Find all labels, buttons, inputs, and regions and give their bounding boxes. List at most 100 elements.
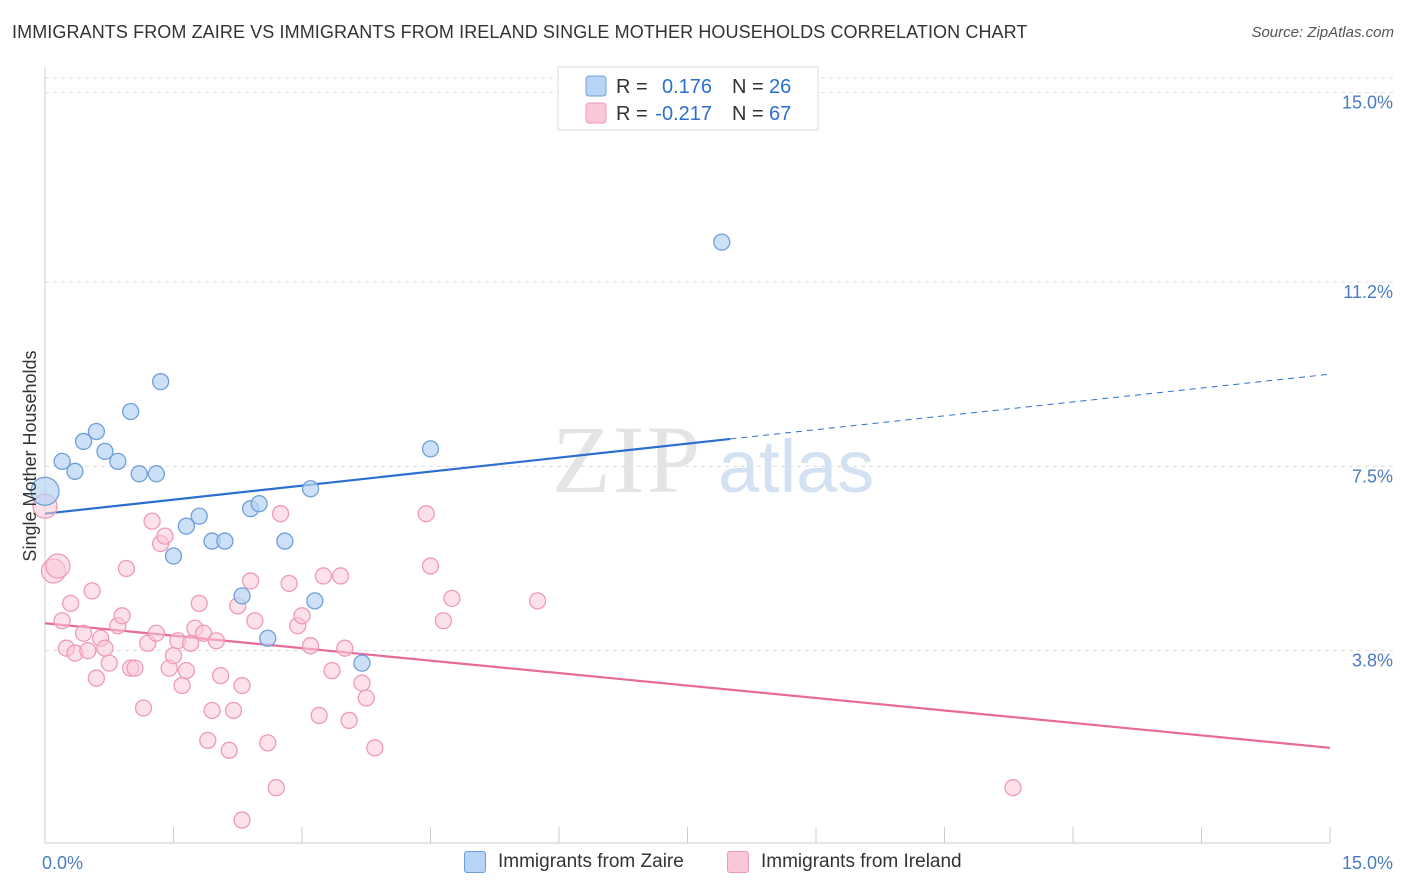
axes [44,67,1331,844]
point-zaire [259,629,277,647]
point-zaire [190,507,208,525]
y-tick-label: 3.8% [1352,651,1393,671]
point-ireland [156,527,174,545]
legend-n-value-ireland: 67 [769,103,791,125]
point-zaire [87,422,106,441]
point-ireland [366,739,384,757]
point-zaire [96,442,114,461]
point-ireland [211,666,230,685]
point-ireland [314,567,333,585]
point-ireland [246,612,264,630]
y-tick-labels: 3.8% 7.5% 11.2% 15.0% [1342,93,1393,671]
point-ireland [233,811,251,829]
legend-swatch-zaire [585,75,607,97]
point-zaire [53,452,71,471]
trend-lines [44,373,1331,749]
point-ireland [100,654,118,672]
point-ireland [199,731,217,750]
point-ireland [434,612,453,630]
y-axis-label: Single Mother Households [20,350,40,561]
point-zaire [147,465,166,483]
point-zaire [130,465,148,483]
legend-swatch-ireland [585,102,607,124]
watermark: ZIP atlas [552,406,874,513]
point-ireland [301,637,320,655]
point-ireland [293,607,311,625]
point-zaire [276,532,294,550]
point-zaire [122,402,140,421]
y-tick-label: 11.2% [1343,282,1393,302]
point-ireland [62,594,80,612]
point-ireland [224,701,243,720]
chart-source: Source: ZipAtlas.com [1251,24,1394,41]
point-ireland [126,659,144,677]
bottom-legend-ireland: Immigrants from Ireland [727,851,962,873]
point-zaire [306,592,324,610]
point-zaire [250,495,268,513]
point-ireland [310,706,328,725]
point-zaire [74,432,93,451]
point-zaire [301,480,320,498]
point-zaire [713,233,731,251]
bottom-legend-label-ireland: Immigrants from Ireland [761,851,962,872]
point-ireland [194,624,213,642]
legend-r-label-ireland: R = [616,103,648,125]
legend-r-value-zaire: 0.176 [662,76,712,98]
point-ireland [340,711,358,730]
trend-line-zaire-extension [730,373,1331,440]
point-zaire [177,517,196,535]
legend-r-label-zaire: R = [616,76,648,98]
legend-r-value-ireland: -0.217 [655,103,712,125]
point-ireland [443,589,461,608]
point-ireland [271,505,290,523]
point-ireland [203,701,221,720]
y-tick-label: 15.0% [1342,93,1393,113]
point-ireland [280,574,298,593]
grid-lines [45,77,1393,652]
point-ireland [79,642,97,660]
point-ireland [417,505,435,523]
legend-n-label-ireland: N = [732,103,764,125]
point-ireland [143,512,161,530]
point-zaire [151,372,170,391]
point-zaire [164,547,183,565]
point-ireland [83,582,101,600]
legend-n-label-zaire: N = [732,76,764,98]
point-zaire [30,476,60,506]
bottom-legend-swatch-ireland [727,851,749,873]
legend: R = 0.176 N = 26 R = -0.217 N = 67 [557,66,819,131]
point-zaire [109,452,127,471]
x-tick-label-min: 0.0% [42,853,83,873]
point-ireland [53,612,71,630]
point-zaire [216,532,234,550]
point-ireland [173,676,191,695]
point-ireland [331,567,350,585]
watermark-atlas: atlas [718,425,874,508]
bottom-legend-zaire: Immigrants from Zaire [464,851,684,873]
bottom-legend-label-zaire: Immigrants from Zaire [498,851,684,872]
point-ireland [267,779,285,797]
point-ireland [74,624,93,642]
point-zaire [233,587,251,605]
point-ireland [259,734,277,752]
point-zaire [66,462,84,480]
point-zaire [353,654,371,672]
point-ireland [336,639,354,657]
point-ireland [177,661,196,680]
point-ireland [323,661,341,680]
point-ireland [220,741,238,759]
point-ireland [207,632,225,650]
point-ireland [190,594,208,612]
point-ireland [134,699,153,717]
trend-line-ireland [44,622,1331,749]
bottom-legend-swatch-zaire [464,851,486,873]
point-ireland [233,676,251,695]
x-tick-label-max: 15.0% [1342,853,1393,873]
trend-line-zaire [44,437,731,515]
y-tick-label: 7.5% [1352,466,1393,486]
point-ireland [87,669,106,687]
point-zaire [421,440,440,458]
point-ireland [241,572,260,590]
legend-n-value-zaire: 26 [769,76,791,98]
